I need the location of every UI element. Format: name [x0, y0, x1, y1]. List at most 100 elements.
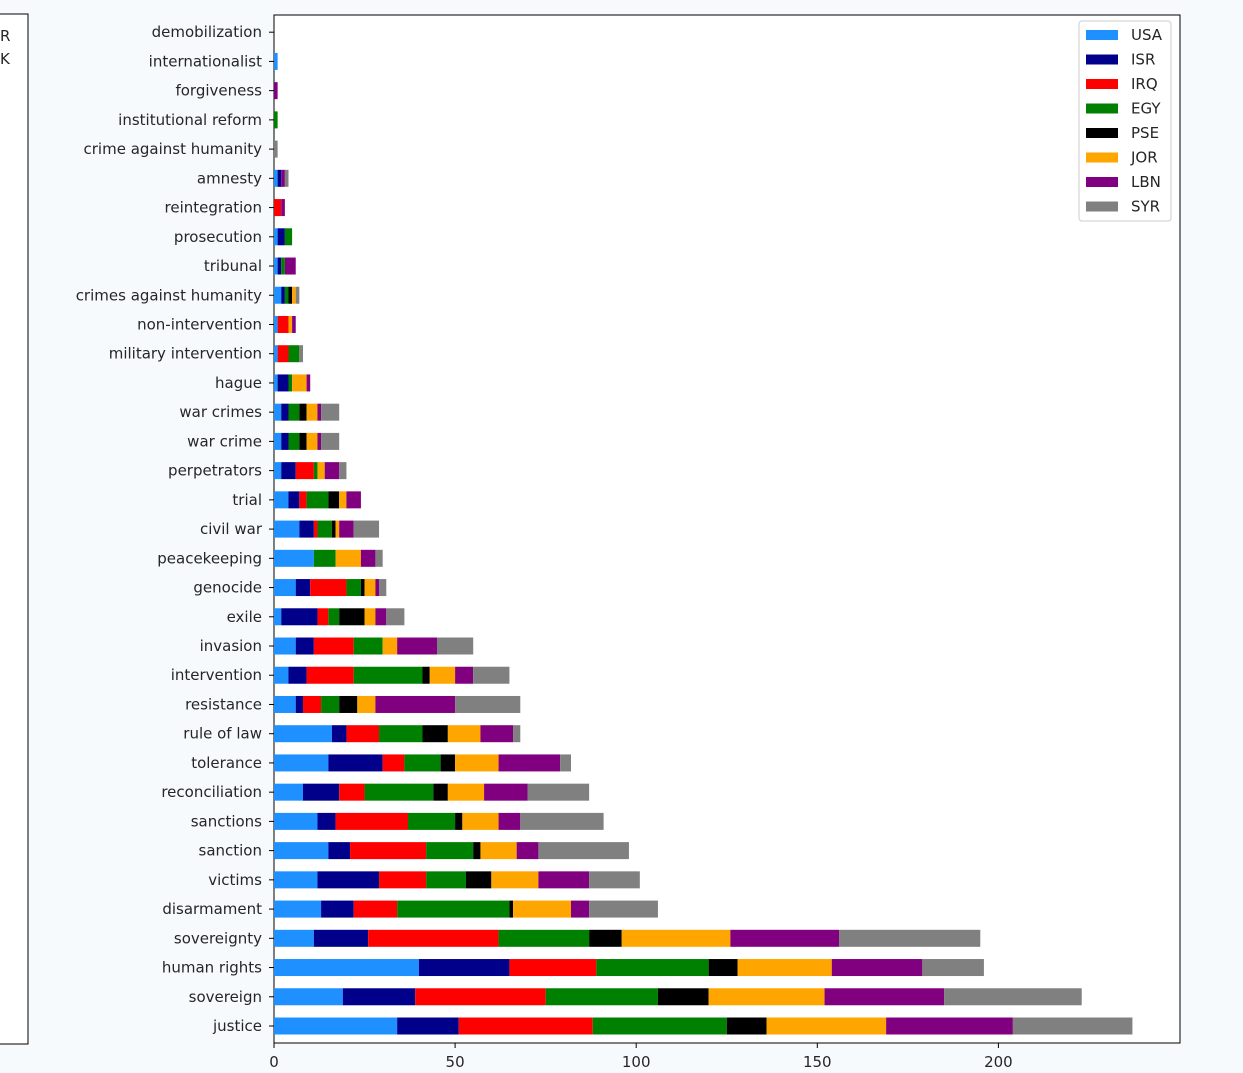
bar-segment-lbn	[498, 812, 521, 830]
y-tick-label: trial	[232, 491, 262, 509]
bar-segment-lbn	[730, 929, 840, 947]
bar-segment-isr	[277, 374, 289, 392]
bar-segment-isr	[281, 403, 289, 421]
bar-segment-lbn	[480, 725, 514, 743]
y-tick-label: exile	[227, 608, 262, 626]
bar-segment-jor	[382, 637, 398, 655]
y-tick-label: justice	[212, 1017, 262, 1035]
bar-segment-usa	[274, 374, 278, 392]
y-tick-label: reconciliation	[161, 783, 262, 801]
y-tick-label: victims	[208, 871, 262, 889]
bar-segment-usa	[274, 169, 278, 187]
y-tick-label: sanctions	[191, 812, 262, 830]
bar-segment-pse	[299, 432, 307, 450]
bar-segment-pse	[299, 403, 307, 421]
legend-swatch-irq	[1086, 79, 1118, 89]
bar-segment-irq	[415, 988, 546, 1006]
bar-segment-irq	[317, 608, 329, 626]
bar-segment-jor	[364, 579, 376, 597]
x-tick-label: 100	[622, 1053, 651, 1071]
bar-segment-jor	[480, 842, 517, 860]
bar-segment-syr	[520, 812, 604, 830]
bar-segment-isr	[328, 754, 383, 772]
x-tick-label: 0	[269, 1053, 279, 1071]
bar-segment-irq	[350, 842, 427, 860]
left-legend-frame	[0, 13, 29, 1045]
bar-segment-jor	[737, 959, 832, 977]
bar-segment-pse	[339, 608, 365, 626]
legend-label-jor: JOR	[1130, 149, 1158, 167]
bar-segment-syr	[284, 169, 289, 187]
bar-segment-isr	[281, 286, 285, 304]
bar-segment-usa	[274, 579, 296, 597]
bar-segment-pse	[328, 491, 340, 509]
bar-segment-lbn	[571, 900, 590, 918]
bar-segment-irq	[302, 695, 322, 713]
left-legend-panel: R K	[0, 13, 29, 1045]
y-tick-label: forgiveness	[175, 82, 262, 100]
bar-segment-syr	[339, 462, 347, 480]
y-tick-label: demobilization	[152, 23, 262, 41]
y-tick-label: internationalist	[149, 52, 262, 70]
bar-segment-jor	[292, 286, 296, 304]
x-tick-label: 150	[803, 1053, 832, 1071]
bar-segment-syr	[1012, 1017, 1133, 1035]
bar-segment-pse	[433, 783, 448, 801]
bar-segment-usa	[274, 695, 296, 713]
bar-segment-egy	[379, 725, 423, 743]
bar-segment-irq	[313, 637, 354, 655]
y-tick-label: human rights	[162, 959, 262, 977]
bar-segment-irq	[382, 754, 405, 772]
y-axis: justice sovereign human rights sovereignty d…	[76, 23, 274, 1035]
bar-segment-isr	[321, 900, 354, 918]
bar-segment-usa	[274, 959, 419, 977]
legend-swatch-syr	[1086, 201, 1118, 212]
legend-swatch-isr	[1086, 54, 1118, 65]
bar-segment-lbn	[339, 520, 354, 538]
y-tick-label: prosecution	[174, 228, 262, 246]
bars-layer	[274, 52, 1133, 1035]
bar-segment-jor	[621, 929, 731, 947]
bar-segment-lbn	[538, 871, 590, 889]
bar-segment-lbn	[292, 315, 296, 333]
bar-segment-syr	[436, 637, 474, 655]
legend-label-usa: USA	[1131, 26, 1163, 44]
bar-segment-lbn	[346, 491, 361, 509]
bar-segment-lbn	[306, 374, 311, 392]
bar-segment-usa	[274, 725, 332, 743]
y-tick-label: disarmament	[162, 900, 262, 918]
bar-segment-syr	[274, 140, 278, 158]
bar-segment-syr	[589, 871, 640, 889]
bar-segment-lbn	[455, 666, 474, 684]
y-tick-label: civil war	[200, 520, 263, 538]
bar-segment-usa	[274, 345, 278, 363]
bar-segment-lbn	[886, 1017, 1013, 1035]
bar-segment-jor	[335, 520, 340, 538]
legend-frame	[1078, 20, 1172, 222]
y-tick-label: tribunal	[204, 257, 262, 275]
bar-segment-syr	[299, 345, 303, 363]
bar-segment-pse	[339, 695, 358, 713]
bar-segment-syr	[513, 725, 521, 743]
bar-segment-usa	[274, 871, 318, 889]
bar-segment-egy	[408, 812, 456, 830]
bar-segment-irq	[310, 579, 347, 597]
bar-segment-isr	[313, 929, 369, 947]
bar-segment-lbn	[824, 988, 945, 1006]
bar-segment-usa	[274, 286, 282, 304]
bar-segment-irq	[306, 666, 354, 684]
bar-segment-usa	[274, 52, 278, 70]
bar-segment-egy	[346, 579, 361, 597]
bar-segment-isr	[277, 169, 282, 187]
bar-segment-lbn	[375, 608, 387, 626]
bar-segment-syr	[560, 754, 572, 772]
bar-segment-lbn	[324, 462, 340, 480]
y-tick-label: sovereign	[189, 988, 262, 1006]
bar-segment-usa	[274, 608, 282, 626]
bar-segment-jor	[447, 783, 485, 801]
bar-segment-jor	[306, 403, 318, 421]
bar-segment-egy	[404, 754, 441, 772]
bar-segment-usa	[274, 315, 278, 333]
bar-segment-isr	[288, 666, 307, 684]
